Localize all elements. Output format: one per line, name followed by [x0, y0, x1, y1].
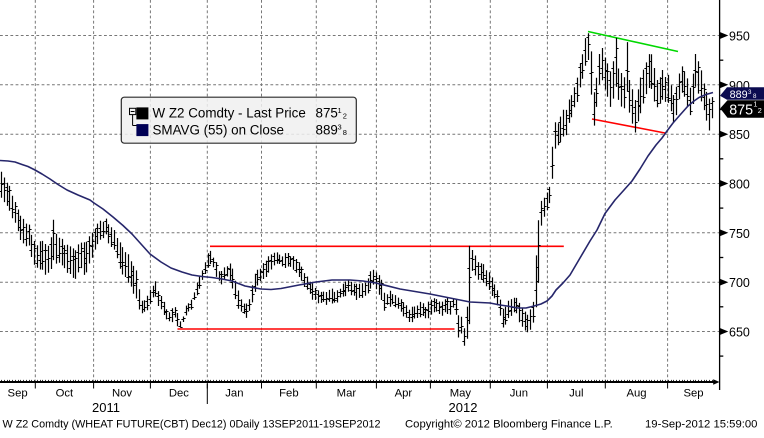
svg-text:Mar: Mar — [337, 388, 357, 400]
svg-text:W Z2 Comdty (WHEAT FUTURE(CBT): W Z2 Comdty (WHEAT FUTURE(CBT) Dec12) 0D… — [3, 419, 381, 431]
svg-text:2011: 2011 — [92, 400, 120, 415]
svg-text:875: 875 — [729, 102, 753, 118]
svg-text:2012: 2012 — [449, 400, 478, 415]
svg-text:Jan: Jan — [225, 388, 243, 400]
svg-text:700: 700 — [729, 276, 750, 290]
svg-text:Jul: Jul — [569, 388, 583, 400]
svg-text:2: 2 — [758, 106, 762, 115]
svg-text:W Z2 Comdty - Last Price: W Z2 Comdty - Last Price — [153, 106, 306, 121]
svg-text:19-Sep-2012 15:59:00: 19-Sep-2012 15:59:00 — [645, 419, 757, 431]
svg-text:Apr: Apr — [395, 388, 413, 400]
svg-text:3: 3 — [748, 89, 752, 96]
svg-text:850: 850 — [729, 128, 750, 142]
svg-text:2: 2 — [343, 112, 347, 121]
svg-text:Aug: Aug — [626, 388, 646, 400]
svg-text:8: 8 — [753, 93, 757, 100]
svg-text:Sep: Sep — [683, 388, 703, 400]
svg-text:1: 1 — [753, 100, 757, 109]
svg-text:SMAVG (55) on Close: SMAVG (55) on Close — [153, 122, 284, 137]
svg-text:May: May — [450, 388, 472, 400]
svg-text:950: 950 — [729, 30, 750, 44]
svg-text:Dec: Dec — [169, 388, 189, 400]
svg-text:750: 750 — [729, 227, 750, 241]
svg-text:8: 8 — [343, 128, 347, 137]
svg-text:875: 875 — [316, 106, 338, 121]
svg-text:Oct: Oct — [56, 388, 74, 400]
svg-text:Jun: Jun — [510, 388, 528, 400]
svg-text:889: 889 — [316, 122, 338, 137]
svg-text:Nov: Nov — [112, 388, 132, 400]
svg-text:800: 800 — [729, 178, 750, 192]
svg-text:Sep: Sep — [8, 388, 28, 400]
svg-text:889: 889 — [730, 89, 748, 101]
svg-text:Feb: Feb — [279, 388, 298, 400]
svg-text:650: 650 — [729, 326, 750, 340]
svg-text:1: 1 — [338, 106, 342, 115]
svg-text:Copyright© 2012 Bloomberg Fina: Copyright© 2012 Bloomberg Finance L.P. — [405, 419, 613, 431]
svg-text:3: 3 — [338, 123, 342, 132]
